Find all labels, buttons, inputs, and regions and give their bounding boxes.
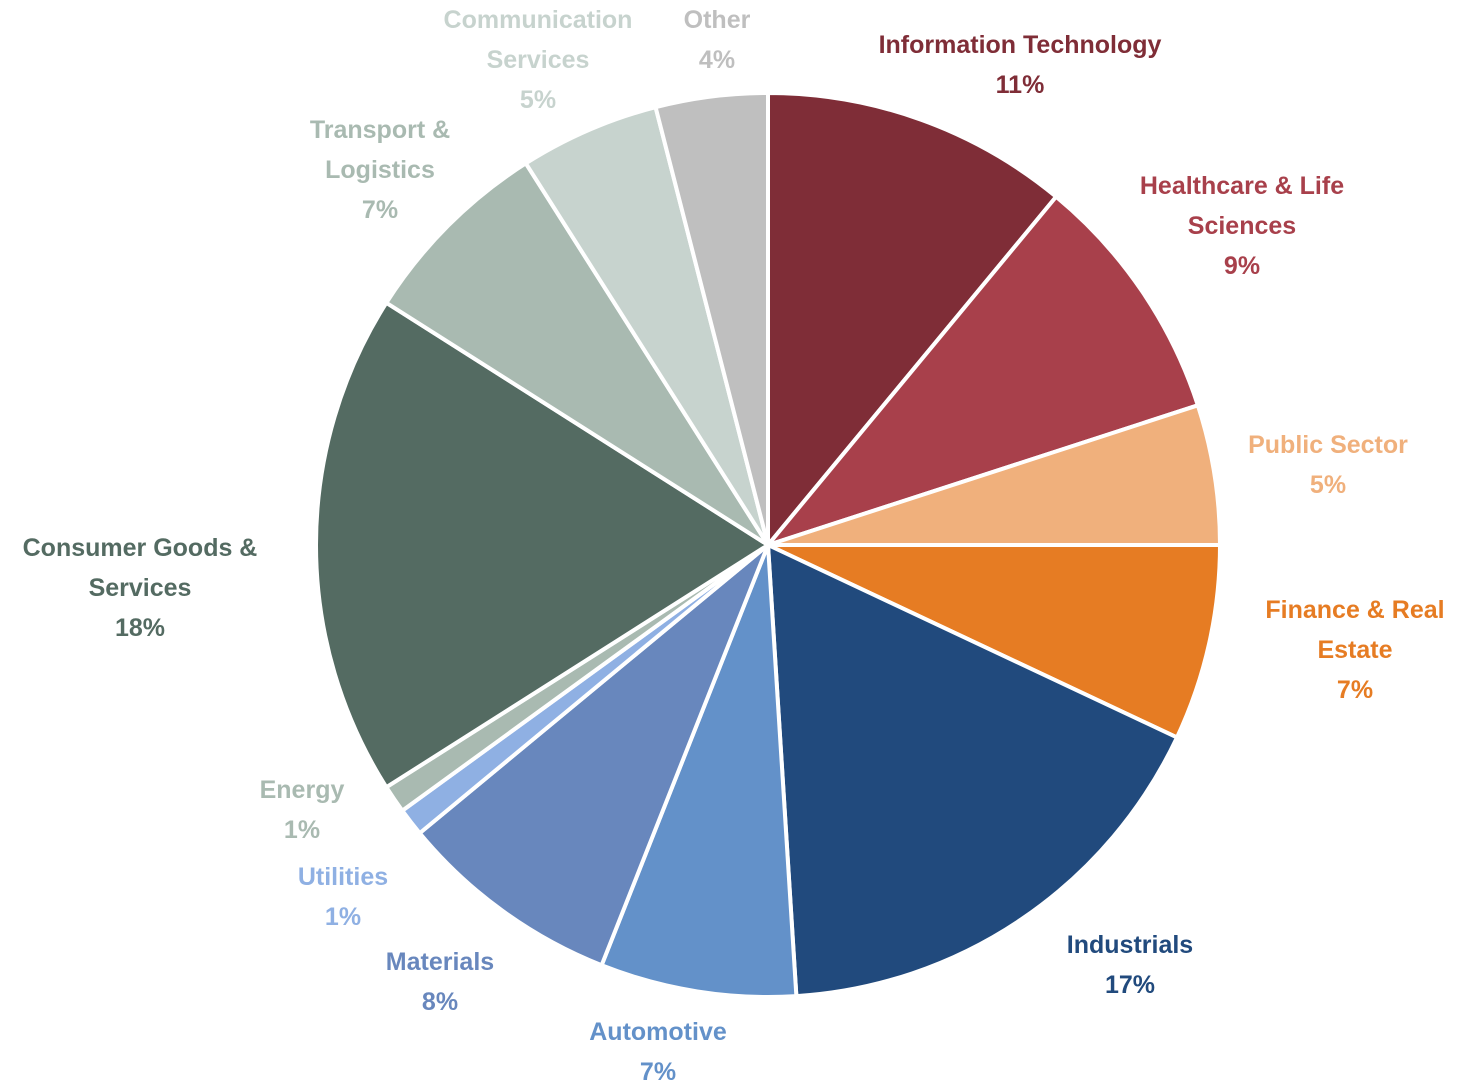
pie-slice bbox=[523, 104, 770, 547]
slice-label: Finance & Real Estate 7% bbox=[1245, 590, 1460, 710]
slice-label: Information Technology 11% bbox=[810, 25, 1230, 105]
value-label: 4% bbox=[698, 46, 736, 74]
category-label: Utilities bbox=[297, 863, 389, 891]
slice-label: Utilities 1% bbox=[268, 857, 418, 937]
category-label: Public Sector bbox=[1248, 431, 1408, 459]
category-label: Energy bbox=[259, 776, 345, 804]
slice-label: Automotive 7% bbox=[558, 1012, 758, 1092]
value-label: 18% bbox=[114, 614, 166, 642]
pie-slice bbox=[599, 544, 799, 999]
value-label: 1% bbox=[283, 816, 321, 844]
pie-slice bbox=[314, 300, 772, 790]
pie-slice bbox=[416, 543, 770, 968]
slice-label: Consumer Goods & Services 18% bbox=[0, 528, 283, 648]
value-label: 7% bbox=[1336, 676, 1374, 704]
category-label: Healthcare & Life Sciences bbox=[1139, 172, 1345, 240]
pie-slice bbox=[767, 402, 1223, 547]
pie-slice bbox=[765, 541, 1180, 999]
slice-label: Industrials 17% bbox=[1030, 925, 1230, 1005]
category-label: Information Technology bbox=[878, 31, 1162, 59]
slice-label: Transport & Logistics 7% bbox=[285, 110, 475, 230]
pie-slice bbox=[767, 543, 1223, 741]
value-label: 8% bbox=[421, 988, 459, 1016]
pie-slice bbox=[762, 193, 1201, 550]
slice-label: Materials 8% bbox=[340, 942, 540, 1022]
slice-label: Energy 1% bbox=[227, 770, 377, 850]
value-label: 11% bbox=[995, 71, 1045, 99]
value-label: 9% bbox=[1223, 252, 1261, 280]
slice-label: Public Sector 5% bbox=[1203, 425, 1453, 505]
value-label: 7% bbox=[361, 196, 399, 224]
value-label: 17% bbox=[1104, 971, 1156, 999]
value-label: 1% bbox=[324, 903, 362, 931]
value-label: 5% bbox=[1309, 471, 1347, 499]
pie-slice bbox=[766, 90, 1059, 551]
category-label: Finance & Real Estate bbox=[1265, 596, 1445, 664]
category-label: Transport & Logistics bbox=[309, 116, 451, 184]
slice-label: Healthcare & Life Sciences 9% bbox=[1117, 166, 1367, 286]
category-label: Industrials bbox=[1066, 931, 1194, 959]
slice-label: Other 4% bbox=[667, 0, 767, 80]
value-label: 7% bbox=[639, 1058, 677, 1086]
slice-label: Communication Services 5% bbox=[421, 0, 656, 120]
category-label: Communication Services bbox=[443, 6, 633, 74]
category-label: Consumer Goods & Services bbox=[22, 534, 258, 602]
pie-slice bbox=[653, 90, 770, 546]
pie-slice bbox=[383, 160, 770, 547]
category-label: Automotive bbox=[589, 1018, 727, 1046]
category-label: Materials bbox=[385, 948, 495, 976]
category-label: Other bbox=[683, 6, 751, 34]
value-label: 5% bbox=[519, 86, 557, 114]
